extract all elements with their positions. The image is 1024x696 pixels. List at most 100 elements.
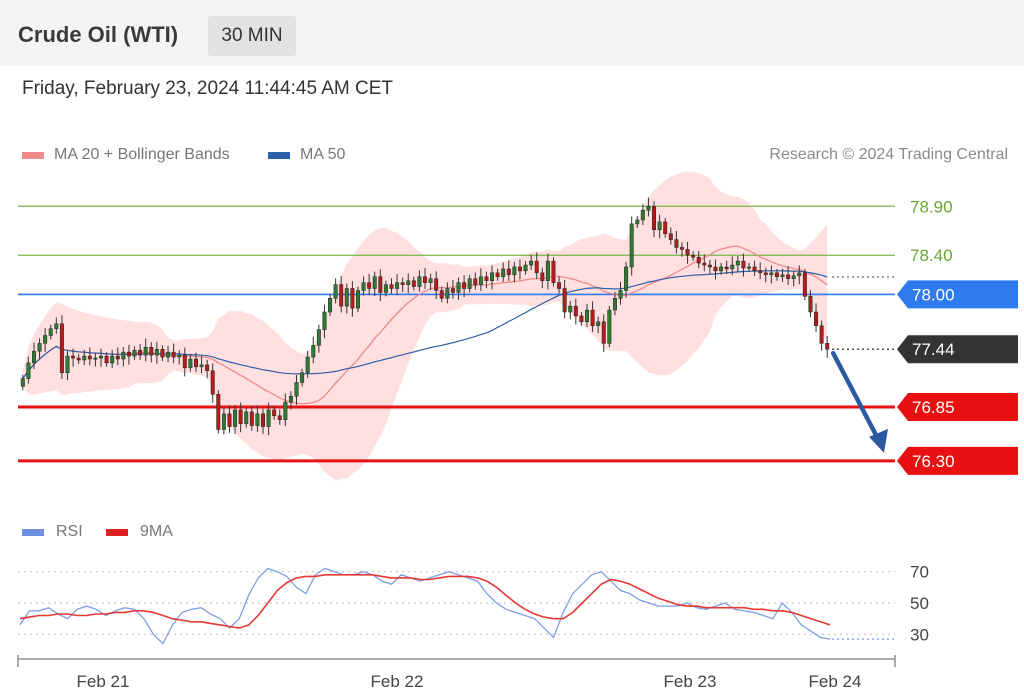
candle-body bbox=[227, 413, 232, 427]
candle-body bbox=[193, 358, 198, 368]
candle-body bbox=[115, 355, 120, 360]
candle-body bbox=[417, 276, 422, 287]
candle-body bbox=[367, 282, 372, 289]
rsi-tick-label-50: 50 bbox=[910, 594, 929, 613]
candle-body bbox=[445, 288, 450, 299]
candle bbox=[76, 354, 81, 364]
candle bbox=[160, 345, 165, 361]
level-tag-76-85 bbox=[897, 392, 1018, 421]
candle-body bbox=[350, 288, 355, 309]
candle-body bbox=[707, 264, 712, 268]
legend-ma20-label: MA 20 + Bollinger Bands bbox=[54, 146, 230, 163]
candle-body bbox=[629, 223, 634, 268]
candle bbox=[506, 260, 511, 282]
candle-body bbox=[43, 335, 48, 344]
candle-body bbox=[674, 239, 679, 248]
candle bbox=[121, 347, 126, 367]
x-tick-label: Feb 23 bbox=[664, 672, 717, 691]
candle bbox=[590, 301, 595, 332]
candle bbox=[802, 268, 807, 301]
candle bbox=[65, 350, 70, 381]
candle bbox=[372, 271, 377, 296]
candle-body bbox=[774, 272, 779, 278]
candle-body bbox=[596, 321, 601, 326]
candle bbox=[99, 348, 103, 367]
candle bbox=[316, 324, 321, 353]
level-label-78-40: 78.40 bbox=[910, 246, 953, 265]
level-label-77-44: 77.44 bbox=[912, 340, 955, 359]
candle bbox=[797, 265, 802, 285]
candle bbox=[171, 343, 176, 364]
candle-body bbox=[160, 348, 165, 358]
candle bbox=[221, 407, 226, 435]
candle bbox=[735, 256, 740, 273]
legend-9ma-swatch bbox=[106, 528, 128, 536]
candle bbox=[182, 347, 187, 377]
candle bbox=[149, 342, 154, 363]
candle bbox=[205, 359, 210, 379]
forecast-arrow-head bbox=[869, 428, 888, 453]
candle-body bbox=[769, 272, 774, 276]
candle bbox=[652, 201, 657, 238]
candle-body bbox=[182, 354, 187, 369]
candle bbox=[791, 270, 796, 287]
candle-body bbox=[786, 274, 791, 279]
candle bbox=[87, 347, 92, 366]
candle bbox=[434, 271, 439, 300]
candle bbox=[490, 265, 495, 290]
candle-body bbox=[87, 355, 92, 360]
candle bbox=[702, 254, 707, 272]
candle-body bbox=[261, 413, 265, 427]
level-label-78-00: 78.00 bbox=[912, 285, 955, 304]
candle bbox=[43, 328, 48, 352]
candle-body bbox=[249, 411, 254, 426]
candle-body bbox=[199, 364, 204, 368]
candle bbox=[339, 275, 344, 313]
candle-body bbox=[624, 266, 629, 291]
candle bbox=[646, 197, 651, 217]
candle bbox=[255, 405, 260, 432]
candle-body bbox=[495, 272, 500, 278]
candle bbox=[311, 336, 316, 364]
candle bbox=[333, 278, 338, 304]
candle bbox=[562, 279, 567, 319]
candle bbox=[126, 344, 131, 365]
candle-body bbox=[501, 268, 506, 278]
candle bbox=[305, 350, 310, 378]
candle bbox=[607, 306, 612, 348]
candle-body bbox=[512, 266, 517, 276]
candle bbox=[277, 409, 282, 425]
candle bbox=[495, 268, 500, 281]
candle bbox=[37, 338, 42, 359]
candle-body bbox=[188, 358, 193, 369]
candle-body bbox=[478, 276, 483, 285]
candle-body bbox=[344, 288, 349, 307]
candle-body bbox=[484, 276, 489, 281]
legend-9ma-label: 9MA bbox=[140, 523, 173, 540]
candle bbox=[719, 263, 724, 275]
candle-body bbox=[266, 409, 271, 427]
candle bbox=[188, 355, 193, 372]
candle-body bbox=[802, 272, 807, 297]
candle-body bbox=[585, 309, 589, 323]
candle-body bbox=[328, 298, 333, 313]
candle bbox=[467, 274, 472, 293]
rsi-tick-label-70: 70 bbox=[910, 563, 929, 582]
candle-body bbox=[233, 409, 238, 427]
candle bbox=[26, 356, 31, 384]
candle bbox=[193, 352, 198, 372]
candle bbox=[272, 406, 277, 420]
candle bbox=[54, 317, 59, 334]
candle bbox=[411, 276, 416, 291]
candle bbox=[328, 294, 333, 316]
interval-badge[interactable]: 30 MIN bbox=[208, 16, 296, 56]
candle bbox=[154, 341, 159, 364]
candle bbox=[423, 268, 427, 289]
candle bbox=[417, 270, 422, 292]
candle-body bbox=[171, 351, 176, 358]
candle bbox=[367, 274, 372, 295]
candle-body bbox=[551, 260, 556, 283]
x-tick-label: Feb 21 bbox=[77, 672, 130, 691]
x-tick-label: Feb 24 bbox=[809, 672, 862, 691]
